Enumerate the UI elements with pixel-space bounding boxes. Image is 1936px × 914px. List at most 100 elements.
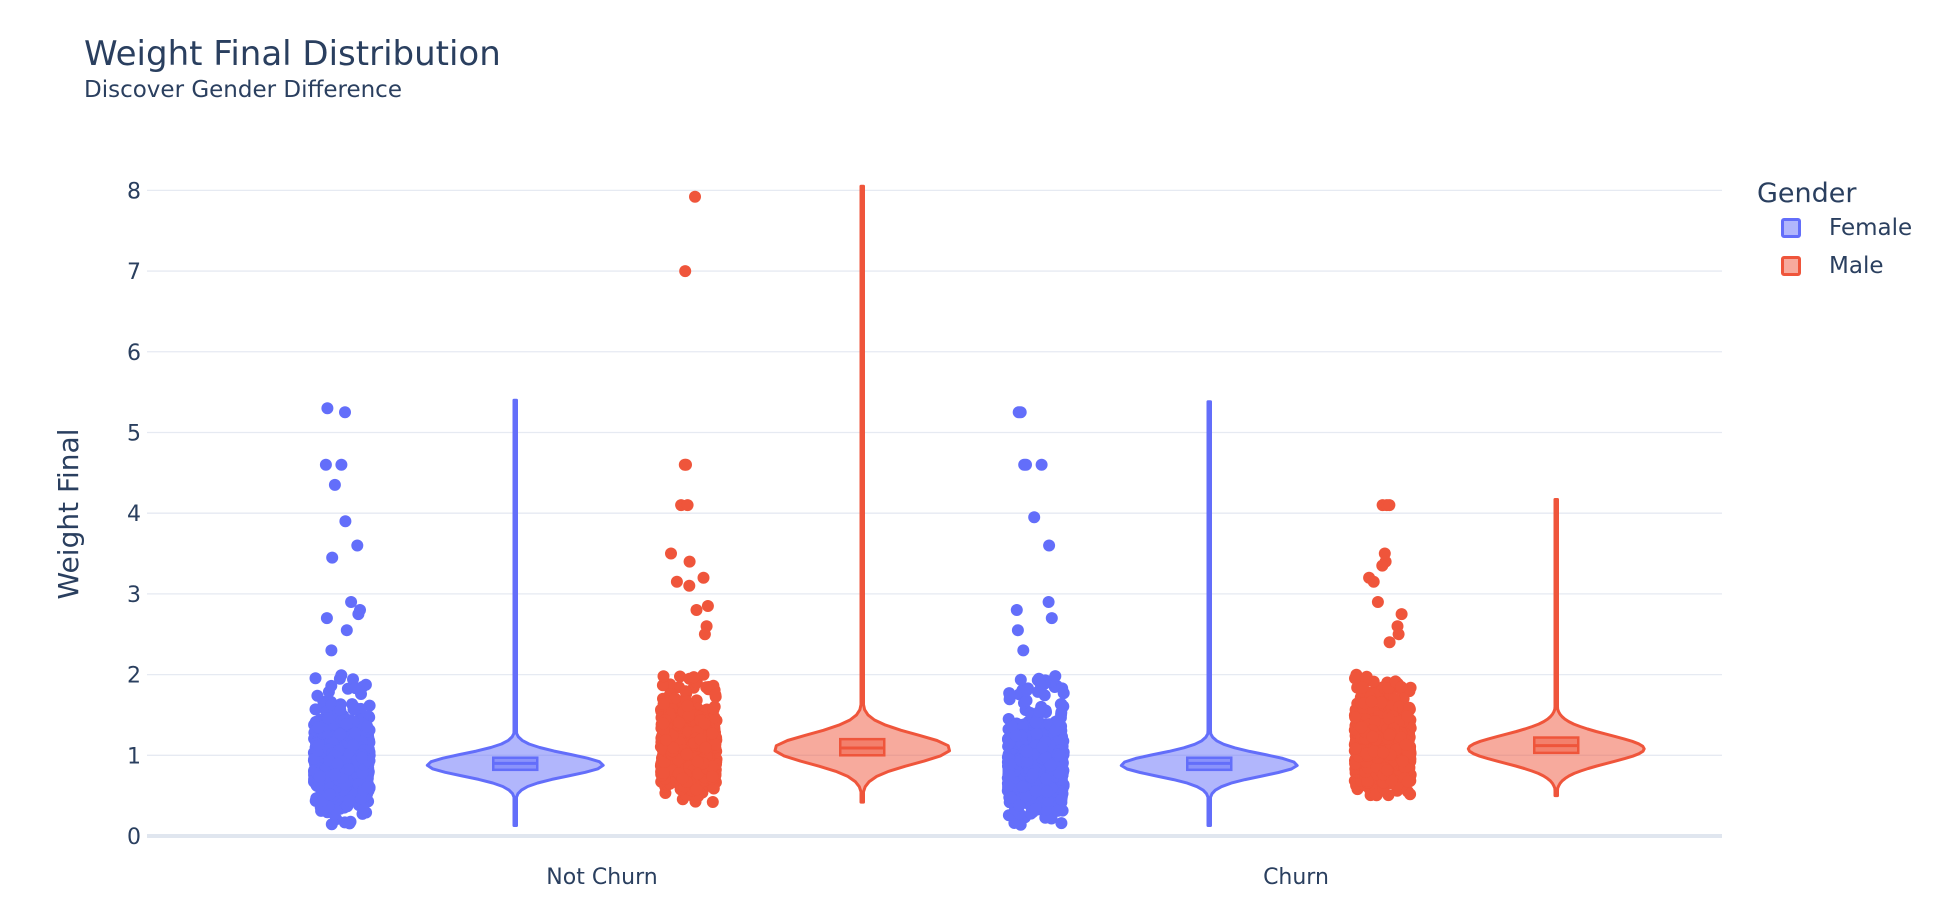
- data-point: [690, 783, 703, 796]
- data-point: [1033, 705, 1046, 718]
- data-point: [1004, 769, 1016, 782]
- data-point: [1009, 729, 1022, 742]
- data-point: [670, 575, 683, 588]
- violin-female-1: [1119, 400, 1299, 827]
- data-point: [1367, 745, 1380, 758]
- data-point: [1053, 749, 1066, 762]
- plot-marks: [307, 184, 1646, 831]
- data-point: [345, 596, 358, 608]
- data-point: [681, 699, 694, 712]
- data-point: [657, 670, 670, 683]
- data-point: [1004, 791, 1017, 804]
- data-point: [335, 669, 348, 682]
- data-point: [339, 406, 351, 419]
- data-point: [682, 710, 695, 722]
- data-point: [1361, 775, 1374, 787]
- data-point: [313, 770, 326, 783]
- data-point: [347, 739, 359, 752]
- data-point: [690, 604, 703, 616]
- data-point: [309, 703, 322, 716]
- data-point: [351, 539, 364, 552]
- data-point: [1049, 670, 1062, 683]
- x-tick-label: Churn: [1263, 865, 1329, 890]
- data-point: [1392, 628, 1405, 641]
- y-tick-label: 6: [127, 341, 141, 366]
- legend-swatch-male: [1781, 256, 1801, 276]
- legend-item-male[interactable]: Male: [1757, 247, 1912, 285]
- data-point: [1020, 458, 1032, 471]
- data-point: [1349, 742, 1362, 755]
- data-point: [697, 571, 710, 584]
- data-point: [1042, 596, 1055, 608]
- data-point: [706, 727, 719, 740]
- data-point: [681, 499, 694, 512]
- data-point: [683, 579, 696, 592]
- x-tick-label: Not Churn: [546, 865, 657, 890]
- data-point: [1381, 764, 1394, 777]
- data-point: [1029, 716, 1042, 729]
- data-point: [707, 702, 720, 715]
- data-point: [1367, 575, 1380, 588]
- data-point: [331, 757, 344, 770]
- data-point: [1383, 499, 1396, 512]
- data-point: [1376, 559, 1389, 572]
- data-point: [667, 741, 680, 754]
- y-tick-label: 0: [127, 825, 141, 850]
- data-point: [348, 701, 361, 714]
- data-point: [1034, 679, 1047, 691]
- data-point: [1041, 785, 1053, 798]
- data-point: [1011, 624, 1024, 637]
- data-point: [1055, 817, 1068, 830]
- data-point: [334, 728, 347, 741]
- y-tick-label: 3: [127, 583, 141, 608]
- legend-item-female[interactable]: Female: [1757, 209, 1912, 247]
- data-point: [1370, 761, 1383, 773]
- data-point: [1043, 539, 1056, 552]
- legend-swatch-female: [1781, 218, 1801, 238]
- data-point: [678, 458, 691, 471]
- data-point: [1016, 780, 1029, 793]
- data-point: [1036, 741, 1049, 754]
- data-point: [343, 794, 356, 807]
- data-point: [1349, 711, 1362, 724]
- data-point: [1021, 755, 1034, 768]
- data-point: [1021, 745, 1033, 758]
- y-tick-label: 2: [127, 664, 141, 689]
- legend: Gender Female Male: [1757, 178, 1912, 285]
- data-point: [657, 698, 670, 710]
- y-tick-label: 8: [127, 179, 141, 204]
- data-point: [1365, 695, 1378, 708]
- data-point: [1004, 758, 1017, 771]
- y-tick-label: 7: [127, 260, 141, 285]
- data-point: [687, 671, 700, 684]
- data-point: [352, 608, 365, 621]
- data-point: [1055, 793, 1068, 806]
- data-point: [707, 782, 720, 795]
- legend-label-male: Male: [1829, 253, 1884, 279]
- data-point: [698, 717, 711, 730]
- chart-subtitle: Discover Gender Difference: [84, 77, 402, 103]
- data-point: [309, 672, 322, 685]
- data-point: [361, 780, 374, 793]
- data-point: [1055, 698, 1068, 710]
- data-point: [326, 551, 339, 564]
- data-point: [668, 692, 681, 705]
- data-point: [1029, 803, 1042, 815]
- data-point: [1038, 689, 1051, 702]
- data-point: [1020, 694, 1033, 707]
- data-point: [1395, 680, 1408, 693]
- data-point: [1020, 684, 1033, 697]
- data-point: [656, 679, 669, 692]
- data-point: [1366, 730, 1379, 743]
- data-point: [701, 600, 714, 612]
- data-point: [700, 681, 713, 694]
- data-point: [680, 748, 693, 761]
- data-point: [1395, 608, 1408, 621]
- data-point: [340, 718, 353, 730]
- legend-label-female: Female: [1829, 215, 1913, 241]
- data-point: [1013, 799, 1026, 812]
- data-point: [706, 770, 719, 783]
- data-point: [673, 716, 686, 729]
- data-point: [1017, 644, 1030, 657]
